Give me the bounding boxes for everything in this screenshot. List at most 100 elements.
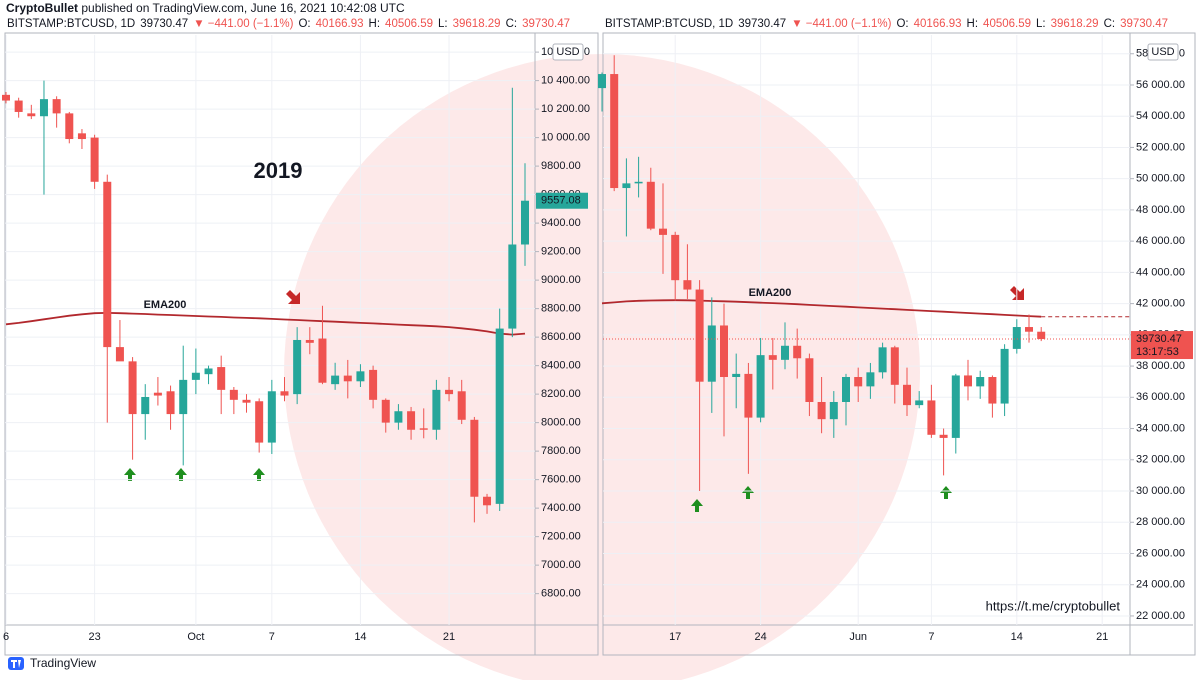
header-part: C: [506, 18, 518, 30]
y-tick-label: 26 000.00 [1136, 547, 1185, 559]
x-tick-label: 14 [1011, 631, 1023, 643]
header-part: 40166.93 [316, 18, 364, 30]
candle-body [191, 372, 200, 380]
candle-body [671, 234, 680, 281]
candle-body [495, 328, 504, 504]
header-part: 39730.47 [522, 18, 570, 30]
x-tick-label: 24 [754, 631, 766, 643]
publish-line: CryptoBullet published on TradingView.co… [6, 1, 405, 15]
y-tick-label: 6800.00 [541, 588, 581, 600]
x-tick-label: 14 [354, 631, 366, 643]
y-tick-label: 7200.00 [541, 531, 581, 543]
candle-body [166, 391, 175, 415]
header-part: BITSTAMP:BTCUSD, 1D [7, 18, 135, 30]
candle-body [90, 137, 99, 182]
y-tick-label: 48 000.00 [1136, 204, 1185, 216]
candle-body [903, 384, 911, 406]
header-part: L: [438, 18, 448, 30]
candle-body [927, 400, 936, 435]
candle-body [744, 373, 753, 418]
header-part: 40166.93 [914, 18, 962, 30]
footer-brand: TradingView [30, 656, 96, 670]
candle-body [890, 347, 899, 385]
y-tick-label: 8400.00 [541, 360, 581, 372]
y-tick-label: 9000.00 [541, 274, 581, 286]
y-tick-label: 7000.00 [541, 559, 581, 571]
y-tick-label: 30 000.00 [1136, 485, 1185, 497]
link-label: https://t.me/cryptobullet [986, 598, 1121, 613]
candle-body [646, 181, 655, 229]
candle-body [707, 325, 716, 382]
y-tick-label: 28 000.00 [1136, 516, 1185, 528]
y-tick-label: 24 000.00 [1136, 579, 1185, 591]
candle-body [381, 399, 390, 423]
header-part: O: [298, 18, 310, 30]
left-panel-frame [4, 32, 599, 656]
x-tick-label: 7 [269, 631, 275, 643]
header-part: 39730.47 [1120, 18, 1168, 30]
candle-body [77, 133, 86, 140]
x-tick-label: 21 [1096, 631, 1108, 643]
year-label: 2019 [254, 158, 303, 183]
header-part: 39618.29 [453, 18, 501, 30]
ema-line [5, 311, 526, 336]
y-tick-label: 9400.00 [541, 217, 581, 229]
y-tick-label: 38 000.00 [1136, 360, 1185, 372]
candle-body [27, 113, 36, 117]
y-tick-label: 8000.00 [541, 417, 581, 429]
candle-body [521, 200, 529, 245]
y-tick-label: 9200.00 [541, 246, 581, 258]
header-part: O: [896, 18, 908, 30]
candle-body [829, 401, 838, 420]
candle-body [951, 375, 960, 438]
candle-body [280, 391, 289, 396]
header-part: 39730.47 [140, 18, 188, 30]
candle-body [878, 347, 887, 373]
header-part: 39618.29 [1051, 18, 1099, 30]
currency-text: USD [1151, 46, 1174, 58]
footer-logo [8, 657, 24, 670]
candle-body [2, 94, 10, 101]
header-part: ▼ −441.00 (−1.1%) [791, 18, 891, 30]
chart-0: 6800.00 7000.00 7200.00 7400.00 7600.00 7800.… [2, 18, 598, 655]
candle-body [204, 368, 213, 375]
last-price-box [1131, 331, 1193, 360]
author: CryptoBullet [6, 1, 78, 15]
candle-body [432, 389, 441, 430]
candle-body [318, 338, 327, 383]
header-part: 40506.59 [983, 18, 1031, 30]
candle-body [470, 419, 479, 497]
candle-body [756, 355, 765, 418]
y-tick-label: 10 400.00 [541, 75, 590, 87]
y-tick-label: 44 000.00 [1136, 266, 1185, 278]
x-tick-label: 17 [669, 631, 681, 643]
candle-body [267, 391, 276, 443]
candle-body [419, 428, 428, 430]
candle-body [695, 289, 704, 382]
y-tick-label: 42 000.00 [1136, 298, 1185, 310]
candle-body [1037, 331, 1046, 340]
candle-body [805, 358, 814, 402]
candle-body [52, 99, 61, 114]
header-part: C: [1104, 18, 1116, 30]
y-tick-label: 8600.00 [541, 331, 581, 343]
x-tick-label: 21 [443, 631, 455, 643]
symbol-header: BITSTAMP:BTCUSD, 1D 39730.47 ▼ −441.00 (−1… [7, 18, 570, 30]
x-tick-label: 23 [88, 631, 100, 643]
candle-body [508, 244, 517, 329]
candle-body [255, 401, 264, 443]
candle-body [229, 389, 238, 400]
currency-badge [552, 43, 584, 61]
y-tick-label: 22 000.00 [1136, 610, 1185, 622]
header-part: 40506.59 [385, 18, 433, 30]
candle-body [331, 375, 340, 385]
y-tick-label: 8200.00 [541, 388, 581, 400]
y-tick-label: 50 000.00 [1136, 173, 1185, 185]
y-tick-label: 8800.00 [541, 303, 581, 315]
candle-body [153, 392, 162, 396]
candle-body [793, 345, 802, 359]
candle-body [128, 361, 137, 415]
candle-body [622, 183, 631, 189]
candle-body [842, 377, 850, 402]
